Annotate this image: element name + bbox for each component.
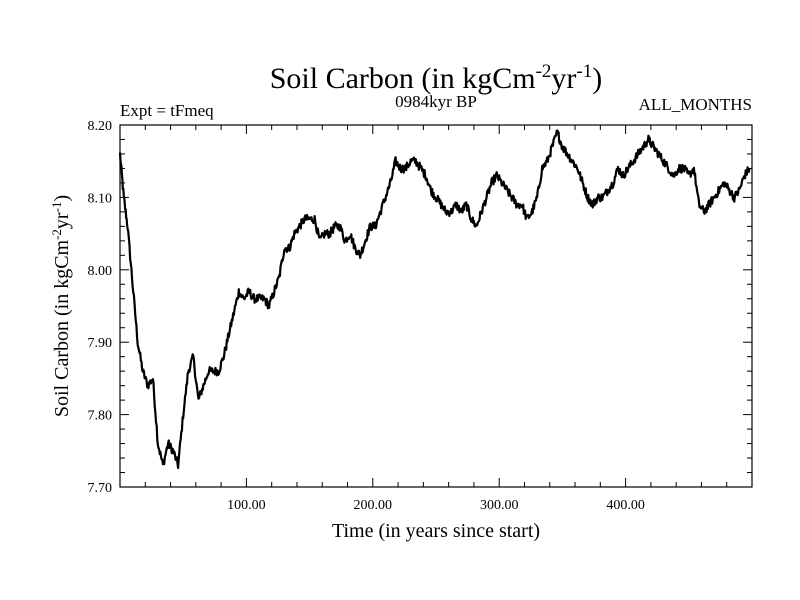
y-tick-label: 7.90 [88, 336, 113, 351]
y-tick-label: 8.00 [88, 264, 113, 279]
x-tick-label: 100.00 [227, 498, 266, 513]
text-run: Soil Carbon (in kgCm [51, 239, 73, 417]
y-tick-label: 8.10 [88, 191, 113, 206]
y-tick-label: 8.20 [88, 119, 113, 134]
text-run: yr [551, 62, 576, 95]
header-right-months: ALL_MONTHS [639, 95, 752, 114]
superscript: -1 [49, 202, 64, 213]
chart-title: Soil Carbon (in kgCm-2yr-1) [270, 61, 603, 95]
y-tick-label: 7.80 [88, 409, 113, 424]
x-tick-label: 200.00 [354, 498, 393, 513]
axis-ticks [120, 125, 752, 487]
header-left-expt: Expt = tFmeq [120, 101, 214, 120]
text-run: ) [592, 62, 602, 95]
soil-carbon-series-line [118, 129, 751, 470]
text-run: ) [51, 195, 73, 202]
x-tick-label: 300.00 [480, 498, 519, 513]
x-tick-label: 400.00 [606, 498, 645, 513]
superscript: -2 [49, 229, 64, 240]
x-axis-label: Time (in years since start) [332, 520, 540, 542]
text-run: yr [51, 212, 73, 229]
superscript: -2 [536, 61, 552, 82]
superscript: -1 [576, 61, 592, 82]
y-tick-label: 7.70 [88, 481, 113, 496]
plot-frame [119, 124, 753, 488]
text-run: Soil Carbon (in kgCm [270, 62, 536, 95]
tick-labels: 100.00 200.00 300.00 400.00 7.70 7.80 7.90 8.00… [88, 119, 645, 513]
header-center-period: 0984kyr BP [395, 92, 477, 111]
y-axis-label: Soil Carbon (in kgCm-2yr-1) [49, 195, 73, 417]
